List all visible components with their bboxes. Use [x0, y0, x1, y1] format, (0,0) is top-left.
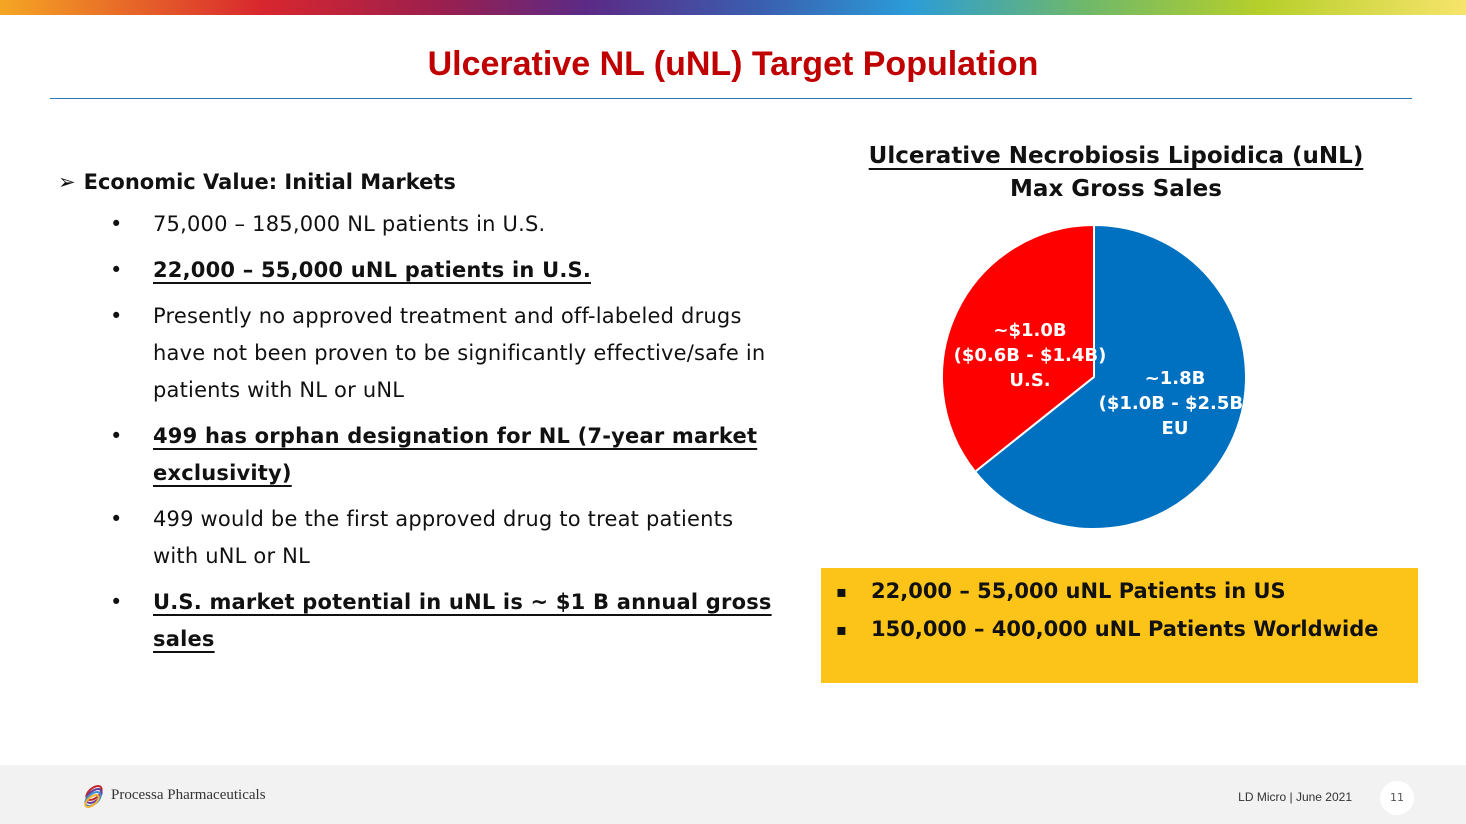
economic-value-section: ➢ Economic Value: Initial Markets 75,000… — [58, 170, 778, 667]
bullet-item: 75,000 – 185,000 NL patients in U.S. — [58, 206, 778, 243]
bullet-list: 75,000 – 185,000 NL patients in U.S. 22,0… — [58, 206, 778, 658]
chart-title-line1: Ulcerative Necrobiosis Lipoidica (uNL) — [868, 143, 1364, 169]
pie-chart — [941, 223, 1247, 530]
bullet-text: 22,000 – 55,000 uNL patients in U.S. — [153, 258, 591, 282]
callout-item: 22,000 – 55,000 uNL Patients in US — [836, 577, 1418, 606]
bullet-text: U.S. market potential in uNL is ~ $1 B a… — [153, 590, 772, 651]
callout-item: 150,000 – 400,000 uNL Patients Worldwide — [836, 615, 1418, 644]
eu-range: ($1.0B - $2.5B) — [1098, 393, 1252, 414]
processa-logo-icon — [84, 785, 103, 808]
bullet-text: 75,000 – 185,000 NL patients in U.S. — [153, 212, 546, 236]
bullet-item: 22,000 – 55,000 uNL patients in U.S. — [58, 252, 778, 289]
chart-subtitle: Max Gross Sales — [1010, 176, 1222, 202]
pie-slice-us — [941, 223, 1095, 474]
company-name: Processa Pharmaceuticals — [111, 786, 266, 803]
bullet-text: 499 has orphan designation for NL (7-yea… — [153, 424, 758, 485]
us-name: U.S. — [1009, 370, 1051, 391]
footer: Processa Pharmaceuticals LD Micro | June… — [0, 765, 1466, 824]
us-range: ($0.6B - $1.4B) — [953, 345, 1107, 366]
pie-slice-eu — [973, 223, 1247, 530]
eu-name: EU — [1161, 418, 1189, 439]
patients-callout: 22,000 – 55,000 uNL Patients in US 150,0… — [821, 568, 1418, 683]
bullet-item: 499 has orphan designation for NL (7-yea… — [58, 418, 778, 492]
bullet-item: 499 would be the first approved drug to … — [58, 501, 778, 575]
bullet-text: Presently no approved treatment and off-… — [153, 304, 766, 402]
bullet-item: Presently no approved treatment and off-… — [58, 298, 778, 409]
title-divider — [50, 98, 1412, 99]
bullet-item: U.S. market potential in uNL is ~ $1 B a… — [58, 584, 778, 658]
section-heading: ➢ Economic Value: Initial Markets — [58, 170, 778, 194]
slice-label-us: ~$1.0B ($0.6B - $1.4B) U.S. — [935, 318, 1125, 393]
page-title: Ulcerative NL (uNL) Target Population — [427, 45, 1039, 83]
page-number: 11 — [1380, 781, 1414, 815]
company-logo: Processa Pharmaceuticals — [80, 781, 266, 809]
event-label: LD Micro | June 2021 — [1238, 790, 1352, 804]
arrow-bullet-icon: ➢ — [58, 170, 76, 194]
eu-value: ~1.8B — [1144, 368, 1206, 389]
section-heading-text: Economic Value: Initial Markets — [83, 170, 456, 194]
top-color-bar — [0, 0, 1466, 15]
slice-label-eu: ~1.8B ($1.0B - $2.5B) EU — [1075, 366, 1275, 441]
bullet-text: 499 would be the first approved drug to … — [153, 507, 734, 568]
chart-title: Ulcerative Necrobiosis Lipoidica (uNL) M… — [820, 140, 1412, 206]
us-value: ~$1.0B — [993, 320, 1067, 341]
